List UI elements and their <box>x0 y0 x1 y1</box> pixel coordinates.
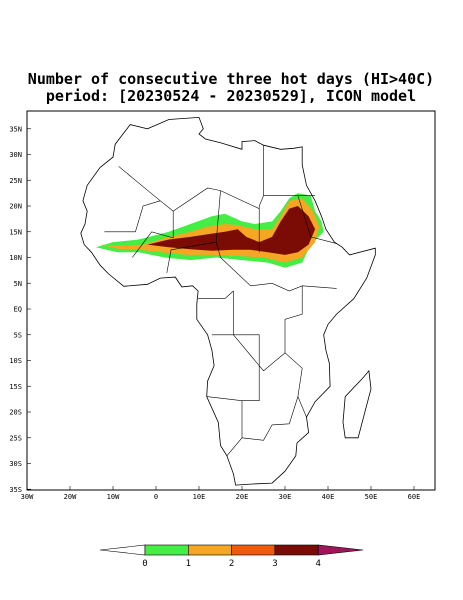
lat-label: 35N <box>9 125 22 133</box>
madagascar <box>342 369 372 439</box>
colorbar-segment <box>188 544 232 556</box>
colorbar-label: 0 <box>142 559 147 569</box>
heat-region <box>147 206 316 255</box>
colorbar-label: 1 <box>186 559 191 569</box>
lat-label: 20S <box>9 409 22 417</box>
lat-label: 10N <box>9 254 22 262</box>
lon-label: 60E <box>408 493 421 501</box>
lat-label: 35S <box>9 486 22 494</box>
lat-label: 25N <box>9 177 22 185</box>
lat-label: 20N <box>9 203 22 211</box>
border <box>215 190 337 292</box>
border <box>104 200 161 233</box>
lon-label: 20E <box>236 493 249 501</box>
border <box>206 396 243 401</box>
colorbar-segment <box>144 544 189 556</box>
lon-label: 30E <box>279 493 292 501</box>
lat-label: 25S <box>9 434 22 442</box>
colorbar-label: 4 <box>315 559 320 569</box>
map-area <box>80 116 376 486</box>
lon-label: 20W <box>64 493 77 501</box>
subtitle: period: [20230524 - 20230529], ICON mode… <box>46 87 416 105</box>
border <box>198 290 234 300</box>
lat-label: 15N <box>9 228 22 236</box>
title: Number of consecutive three hot days (HI… <box>28 70 434 88</box>
border <box>118 145 264 212</box>
lat-label: 30N <box>9 151 22 159</box>
lon-label: 30W <box>21 493 34 501</box>
lon-label: 10E <box>193 493 206 501</box>
lon-label: 40E <box>322 493 335 501</box>
axis-labels: 35N 30N 25N 20N 15N 10N 5N EQ 5S 10S 15S 20S 25S 30S 3… <box>9 125 420 501</box>
coastline <box>80 116 376 486</box>
border <box>211 334 299 441</box>
map-frame <box>26 110 436 491</box>
colorbar-extend-high <box>317 544 364 556</box>
border <box>297 195 337 244</box>
border <box>132 211 174 258</box>
border <box>284 352 307 418</box>
colorbar-segment <box>231 544 276 556</box>
lat-label: 5N <box>14 280 22 288</box>
border <box>226 437 243 456</box>
colorbar-label: 2 <box>229 559 234 569</box>
colorbar-label: 3 <box>272 559 277 569</box>
colorbar: 0 1 2 3 4 <box>99 544 364 569</box>
lon-label: 10W <box>107 493 120 501</box>
lat-label: 30S <box>9 460 22 468</box>
lon-label: 50E <box>365 493 378 501</box>
border <box>166 241 217 273</box>
lat-label: EQ <box>14 306 22 314</box>
lat-label: 10S <box>9 357 22 365</box>
lat-label: 5S <box>14 331 22 339</box>
colorbar-segment <box>274 544 319 556</box>
lon-label: 0 <box>154 493 158 501</box>
lat-label: 15S <box>9 383 22 391</box>
